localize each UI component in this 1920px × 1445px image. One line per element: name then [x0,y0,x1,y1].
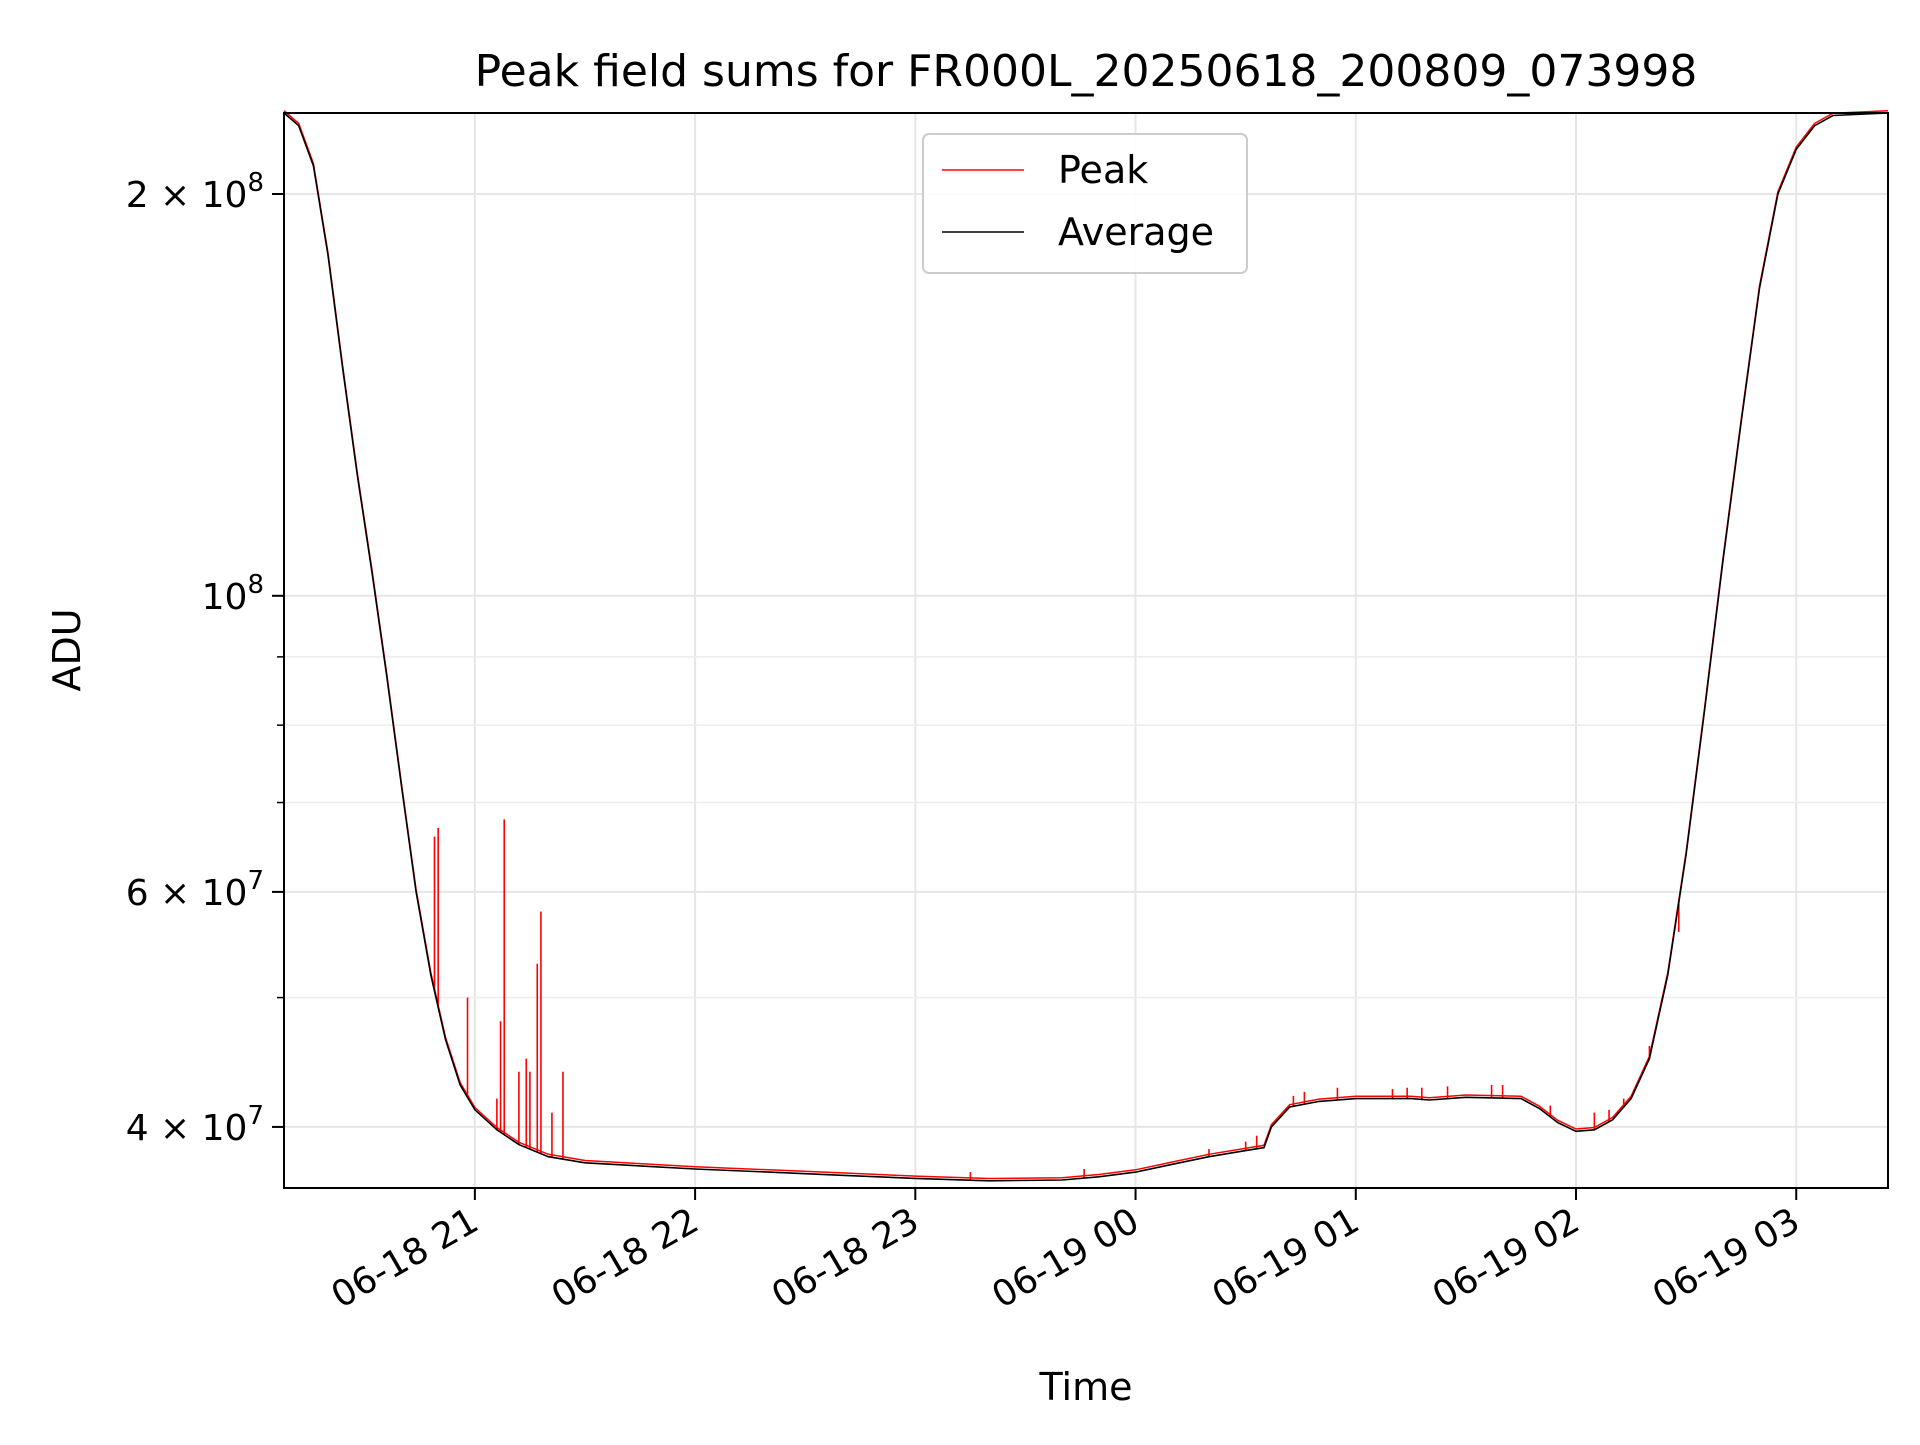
legend-label-average: Average [1058,210,1214,254]
plot-frame [283,112,1889,1189]
y-axis-label: ADU [45,608,89,691]
y-tick-label: 4 × 107 [126,1101,264,1149]
x-axis-label: Time [1039,1365,1133,1409]
y-tick-label: 108 [202,570,264,618]
legend-box [922,133,1248,274]
legend-label-peak: Peak [1058,148,1148,192]
chart-title: Peak field sums for FR000L_20250618_2008… [475,46,1698,97]
legend: Peak Average [922,133,1248,274]
y-tick-label: 6 × 107 [126,866,264,914]
series-layer [283,109,1889,1182]
average-series-line [283,112,1889,1182]
y-tick-label: 2 × 108 [126,168,264,216]
